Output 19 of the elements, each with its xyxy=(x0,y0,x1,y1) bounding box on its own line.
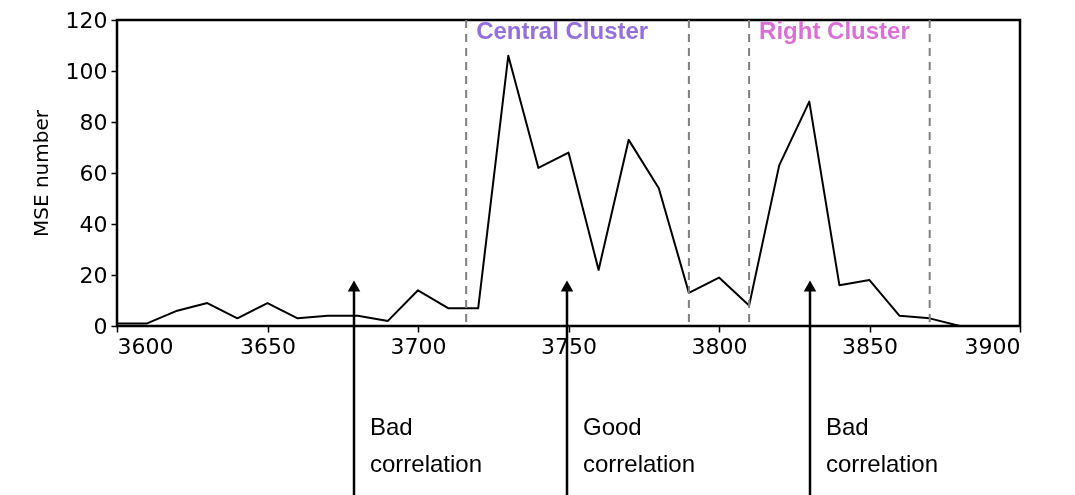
y-tick-label: 20 xyxy=(79,262,108,288)
y-tick-label: 0 xyxy=(93,313,108,339)
x-tick-label: 3600 xyxy=(117,333,174,359)
ref-line-label: Central Cluster xyxy=(476,17,649,44)
text: Bad correlation xyxy=(826,413,939,477)
x-tick-label: 3650 xyxy=(240,333,296,359)
x-tick-label: 3800 xyxy=(691,333,748,359)
x-tick-label: 3850 xyxy=(842,333,898,359)
x-tick-label: 3900 xyxy=(964,333,1021,359)
y-tick-label: 60 xyxy=(79,160,108,186)
text: Bad correlation xyxy=(370,413,483,477)
x-tick-label: 3700 xyxy=(390,333,447,359)
ref-line-label: Right Cluster xyxy=(759,17,910,44)
y-tick-label: 100 xyxy=(65,58,108,84)
y-axis-title: MSE number xyxy=(28,109,53,238)
text: Good correlation xyxy=(583,413,696,477)
y-tick-label: 80 xyxy=(79,109,108,135)
y-tick-label: 40 xyxy=(79,211,108,237)
y-tick-label: 120 xyxy=(65,7,108,33)
